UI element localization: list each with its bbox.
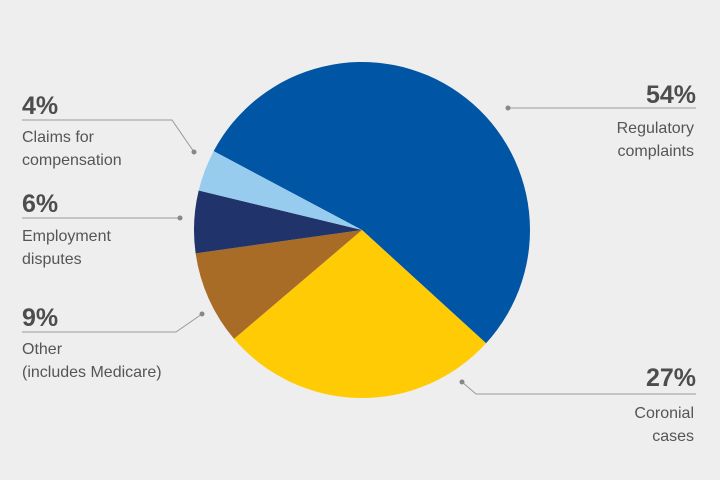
pct-label-employment: 6% xyxy=(22,190,58,218)
pie-slice-employment xyxy=(193,190,362,254)
pct-label-regulatory: 54% xyxy=(646,81,696,109)
label-other: 9% Other (includes Medicare) xyxy=(22,304,205,381)
leader-dot-other xyxy=(199,311,205,317)
leader-line-coronial xyxy=(461,381,696,395)
pie-slices xyxy=(193,62,530,398)
label-regulatory-complaints: 54% Regulatory complaints xyxy=(505,81,696,160)
leader-dot-employment xyxy=(177,215,183,221)
category-label-other-line1: Other xyxy=(22,341,63,358)
pie-slice-coronial xyxy=(234,230,487,398)
pie-slice-regulatory xyxy=(213,62,530,344)
label-claims-for-compensation: 4% Claims for compensation xyxy=(22,92,197,169)
category-label-coronial-line1: Coronial xyxy=(634,405,694,422)
label-coronial-cases: 27% Coronial cases xyxy=(459,364,696,445)
leader-line-claims xyxy=(22,119,195,153)
pie-slice-claims-for xyxy=(198,151,362,230)
leader-dot-regulatory xyxy=(505,105,511,111)
pct-label-claims: 4% xyxy=(22,92,58,120)
label-employment-disputes: 6% Employment disputes xyxy=(22,190,183,268)
category-label-claims-line2: compensation xyxy=(22,152,122,169)
category-label-employment-line1: Employment xyxy=(22,228,111,245)
leader-line-other xyxy=(22,313,203,333)
leader-dot-claims xyxy=(191,149,197,155)
category-label-employment-line2: disputes xyxy=(22,251,82,268)
pct-label-coronial: 27% xyxy=(646,364,696,392)
leader-dot-coronial xyxy=(459,379,465,385)
category-label-other-line2: (includes Medicare) xyxy=(22,364,162,381)
category-label-coronial-line2: cases xyxy=(652,428,694,445)
category-label-regulatory-line1: Regulatory xyxy=(617,120,694,137)
pct-label-other: 9% xyxy=(22,304,58,332)
category-label-regulatory-line2: complaints xyxy=(618,143,694,160)
pie-slice-other xyxy=(195,230,362,339)
category-label-claims-line1: Claims for xyxy=(22,129,95,146)
